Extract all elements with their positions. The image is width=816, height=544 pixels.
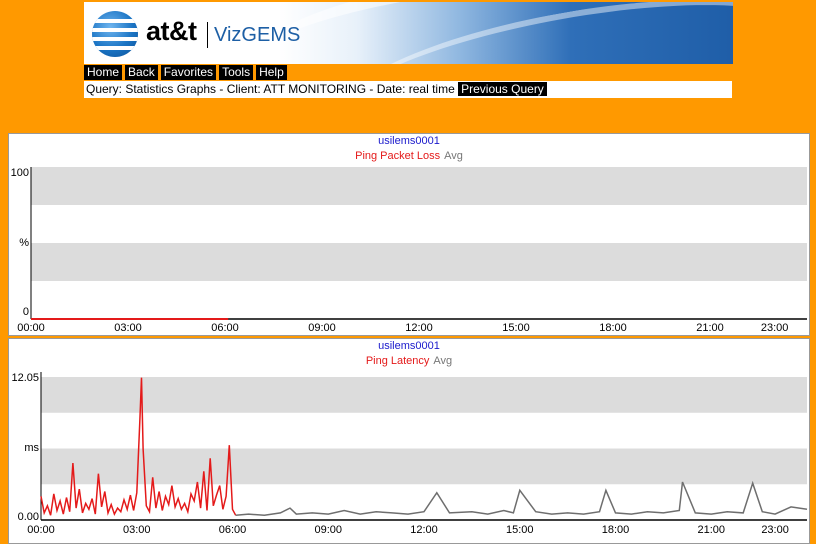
menu-back[interactable]: Back [125, 65, 158, 80]
menu-tools[interactable]: Tools [219, 65, 254, 80]
header-banner: at&t VizGEMS [84, 2, 733, 64]
chart1-band-1 [31, 243, 807, 281]
chart1-host: usilems0001 [378, 135, 440, 147]
chart2-x-tick: 15:00 [506, 524, 534, 536]
chart2-host: usilems0001 [378, 340, 440, 352]
chart2-avg-line [235, 480, 808, 517]
chart1-metric-label: Ping Packet Loss [355, 150, 441, 162]
logo-divider [207, 22, 208, 48]
latency-chart: 12.05 ms 0.00 00:00 03:00 06:00 09:00 12:00 1… [11, 372, 808, 536]
brand-name: at&t [146, 16, 197, 46]
chart1-x-tick: 23:00 [761, 322, 789, 334]
chart1-x-tick: 00:00 [17, 322, 45, 334]
query-description: Query: Statistics Graphs - Client: ATT M… [86, 82, 455, 96]
chart2-band-0 [41, 377, 807, 413]
chart1-avg-label: Avg [444, 150, 463, 162]
packet-loss-chart: 100 % 0 00:00 03:00 06:00 09:00 12:00 15:00 18… [11, 167, 807, 334]
chart1-x-tick: 09:00 [308, 322, 336, 334]
chart1-x-tick: 18:00 [599, 322, 627, 334]
chart2-avg-label: Avg [433, 355, 453, 367]
product-name: VizGEMS [214, 24, 301, 46]
query-bar: Query: Statistics Graphs - Client: ATT M… [84, 81, 732, 98]
chart2-x-tick: 03:00 [123, 524, 151, 536]
chart2-y-unit: ms [24, 442, 39, 454]
menu-favorites[interactable]: Favorites [160, 65, 217, 80]
chart2-x-tick: 23:00 [761, 524, 789, 536]
chart2-metric-line [40, 377, 237, 516]
menu-help[interactable]: Help [256, 65, 287, 80]
chart2-x-tick: 12:00 [410, 524, 438, 536]
chart1-x-tick: 12:00 [405, 322, 433, 334]
chart1-y-unit: % [19, 237, 29, 249]
chart1-x-tick: 21:00 [696, 322, 724, 334]
att-globe-icon [92, 11, 138, 57]
packet-loss-panel: usilems0001 Ping Packet Loss Avg 100 % 0 … [8, 133, 810, 336]
chart1-x-tick: 03:00 [114, 322, 142, 334]
chart2-x-tick: 21:00 [697, 524, 725, 536]
chart2-legend: Ping Latency Avg [9, 355, 809, 367]
menu-home[interactable]: Home [84, 65, 123, 80]
chart1-y-min: 0 [23, 306, 29, 318]
chart2-metric-label: Ping Latency [365, 355, 430, 367]
chart2-band-1 [41, 448, 807, 485]
chart1-band-0 [31, 167, 807, 205]
chart2-x-tick: 09:00 [314, 524, 342, 536]
chart2-x-tick: 06:00 [219, 524, 247, 536]
chart1-y-max: 100 [11, 167, 29, 179]
chart2-y-min: 0.00 [18, 511, 39, 523]
main-menu: Home Back Favorites Tools Help [84, 65, 287, 80]
chart2-x-tick: 00:00 [27, 524, 55, 536]
previous-query-button[interactable]: Previous Query [458, 82, 547, 96]
chart2-y-max: 12.05 [11, 372, 39, 384]
chart1-legend: Ping Packet Loss Avg [9, 150, 809, 162]
chart1-x-tick: 15:00 [502, 322, 530, 334]
latency-panel: usilems0001 Ping Latency Avg 12.05 ms 0.0… [8, 338, 810, 544]
chart1-x-tick: 06:00 [211, 322, 239, 334]
chart2-x-tick: 18:00 [602, 524, 630, 536]
